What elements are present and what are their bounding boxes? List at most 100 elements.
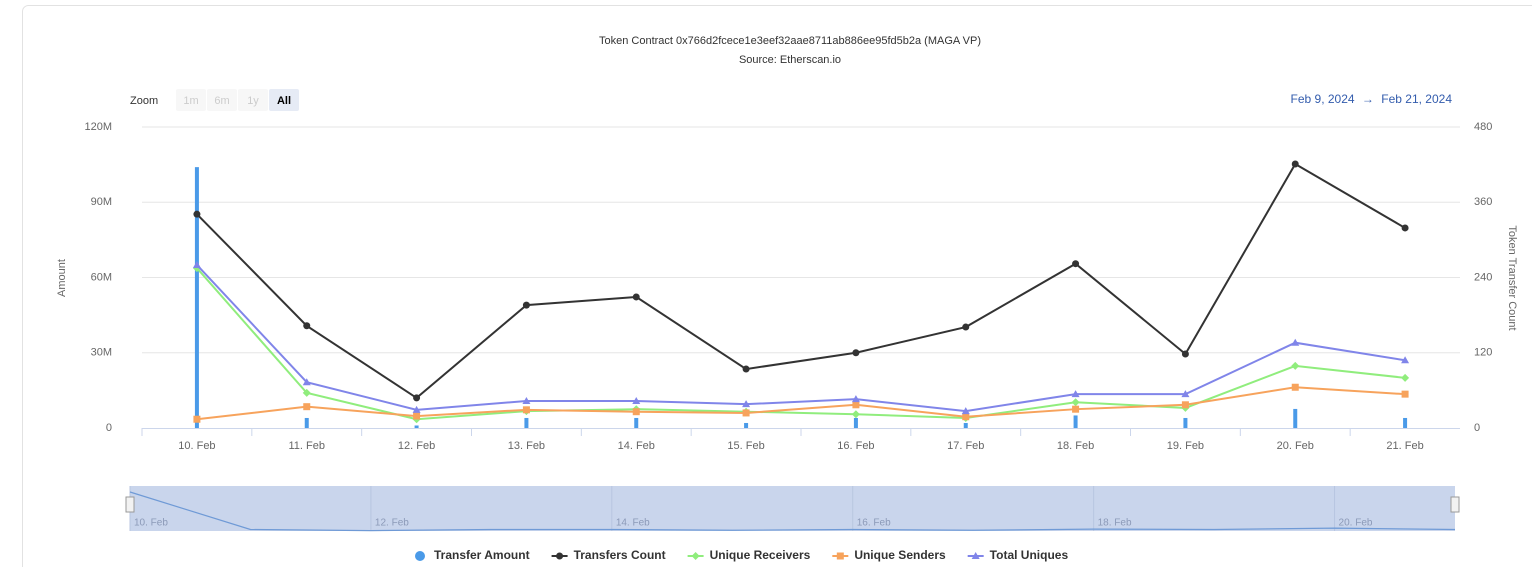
column	[744, 422, 749, 428]
column	[853, 417, 858, 428]
navigator-label: 20. Feb	[1339, 518, 1373, 529]
navigator-label: 14. Feb	[616, 518, 650, 529]
column	[1183, 417, 1188, 428]
navigator-handle[interactable]	[1450, 496, 1460, 513]
point	[413, 394, 421, 402]
point	[961, 407, 970, 415]
zoom-button-bg	[269, 89, 299, 111]
range-arrow: →	[1362, 92, 1374, 106]
point	[522, 406, 530, 414]
y2-tick-label: 480	[1474, 121, 1492, 133]
point	[193, 210, 201, 218]
point	[852, 349, 860, 357]
zoom-button-label: 1m	[183, 95, 198, 107]
navigator-label: 10. Feb	[134, 518, 168, 529]
series-line	[196, 386, 1406, 421]
legend-item[interactable]: Unique Receivers	[687, 548, 811, 562]
y-tick-label: 30M	[91, 347, 112, 359]
point	[1071, 390, 1080, 398]
zoom-button-label: 6m	[214, 95, 229, 107]
legend-label: Unique Receivers	[710, 548, 811, 562]
point	[632, 293, 640, 301]
legend-label: Unique Senders	[854, 548, 946, 562]
legend-item[interactable]: Unique Senders	[832, 548, 946, 562]
y2-axis-title: Token Transfer Count	[1506, 225, 1518, 330]
zoom-button[interactable]: 1m	[176, 89, 206, 111]
zoom-button-label: 1y	[247, 95, 259, 107]
y2-tick-label: 360	[1474, 196, 1492, 208]
point	[742, 400, 751, 408]
point	[413, 412, 421, 420]
legend-marker	[971, 552, 980, 559]
point	[1291, 160, 1299, 168]
point	[742, 365, 750, 373]
legend-item[interactable]: Total Uniques	[967, 548, 1069, 562]
point	[522, 397, 531, 405]
point	[1401, 356, 1410, 364]
point	[632, 397, 641, 405]
zoom-button[interactable]: 6m	[207, 89, 237, 111]
navigator-handle[interactable]	[125, 496, 135, 513]
x-tick-label: 17. Feb	[947, 440, 984, 452]
y-tick-label: 0	[106, 422, 112, 434]
point	[962, 323, 970, 331]
zoom-button[interactable]: 1y	[238, 89, 268, 111]
date-range: Feb 9, 2024 → Feb 21, 2024	[1291, 92, 1453, 106]
point	[1401, 224, 1409, 232]
series-line	[196, 162, 1406, 400]
range-from: Feb 9, 2024	[1291, 92, 1355, 106]
point	[412, 405, 421, 413]
legend-item[interactable]: Transfers Count	[551, 548, 666, 562]
column	[194, 167, 199, 428]
point	[302, 378, 311, 386]
y2-tick-label: 120	[1474, 347, 1492, 359]
zoom-label: Zoom	[130, 95, 158, 107]
point	[1181, 401, 1189, 409]
point	[303, 322, 311, 330]
point	[1181, 390, 1190, 398]
point	[851, 395, 860, 403]
legend-label: Transfer Amount	[434, 548, 530, 562]
column	[1073, 415, 1078, 428]
x-tick-label: 14. Feb	[618, 440, 655, 452]
y2-tick-label: 0	[1474, 422, 1480, 434]
chart-subtitle: Source: Etherscan.io	[739, 54, 841, 66]
navigator-label: 16. Feb	[857, 518, 891, 529]
point	[1072, 405, 1080, 413]
y-tick-label: 90M	[91, 196, 112, 208]
column	[304, 417, 309, 428]
point	[1401, 390, 1409, 398]
point	[851, 410, 860, 419]
point	[962, 413, 970, 421]
x-tick-label: 10. Feb	[178, 440, 215, 452]
point	[1401, 373, 1410, 382]
point	[742, 409, 750, 417]
chart-title: Token Contract 0x766d2fcece1e3eef32aae87…	[599, 35, 981, 47]
point	[303, 403, 311, 411]
x-tick-label: 13. Feb	[508, 440, 545, 452]
x-tick-label: 18. Feb	[1057, 440, 1094, 452]
range-to: Feb 21, 2024	[1381, 92, 1452, 106]
navigator-label: 12. Feb	[375, 518, 409, 529]
zoom-button-bg	[238, 89, 268, 111]
point	[1291, 383, 1299, 391]
legend-item[interactable]: Transfer Amount	[415, 548, 530, 562]
x-tick-label: 21. Feb	[1386, 440, 1423, 452]
x-tick-label: 20. Feb	[1277, 440, 1314, 452]
legend-marker	[556, 552, 564, 560]
navigator-bg	[130, 486, 1455, 531]
y-axis-title: Amount	[56, 259, 68, 297]
zoom-button[interactable]: All	[269, 89, 299, 111]
point	[1072, 260, 1080, 268]
column	[1293, 408, 1298, 428]
x-tick-label: 16. Feb	[837, 440, 874, 452]
column	[414, 425, 419, 428]
column	[524, 417, 529, 428]
point	[193, 415, 201, 423]
point	[1291, 361, 1300, 370]
point	[1181, 350, 1189, 358]
point	[302, 388, 311, 397]
y2-tick-label: 240	[1474, 271, 1492, 283]
